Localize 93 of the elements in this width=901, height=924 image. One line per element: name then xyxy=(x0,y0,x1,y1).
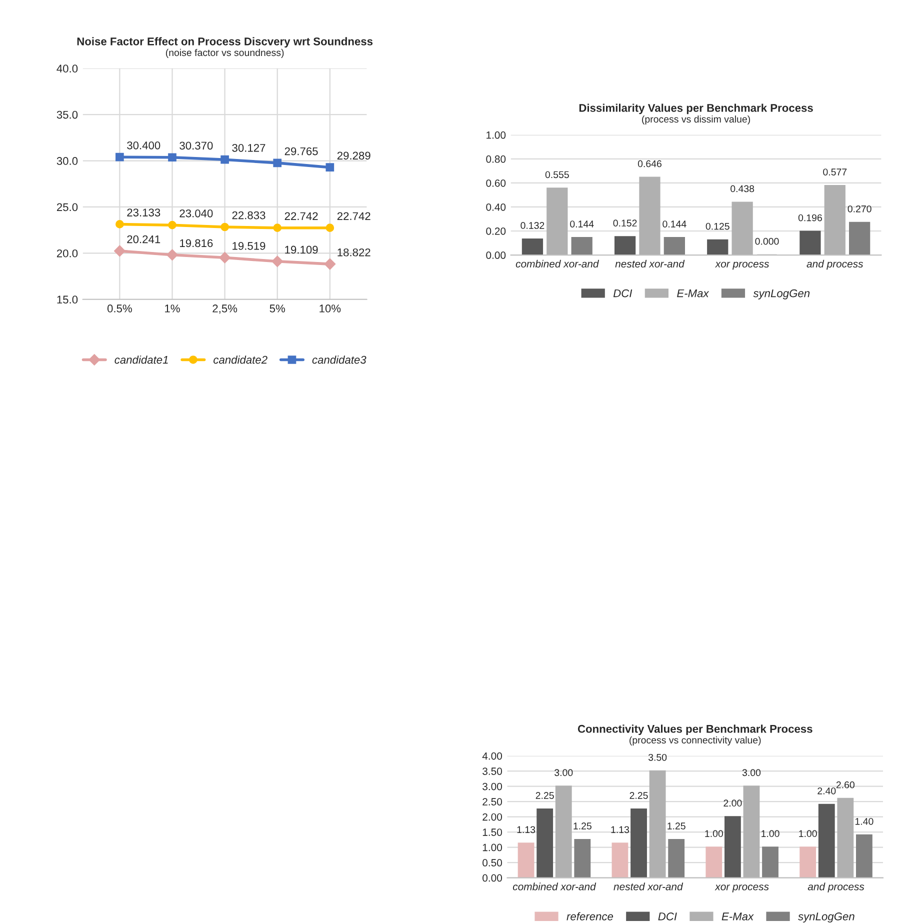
data-label: 1.00 xyxy=(762,830,780,838)
data-label: 1.25 xyxy=(574,822,592,830)
data-label: 0.270 xyxy=(848,205,872,212)
x-tick-label: 10% xyxy=(320,304,341,312)
data-label: 29.765 xyxy=(284,147,318,156)
y-tick-label: 1.00 xyxy=(486,131,506,139)
data-label: 0.555 xyxy=(545,171,569,178)
legend-label: candidate2 xyxy=(214,356,268,364)
legend-label: DCI xyxy=(658,912,677,920)
data-label: 29.289 xyxy=(337,152,370,160)
y-tick-label: 3.00 xyxy=(482,782,502,790)
y-tick-label: 0.00 xyxy=(482,874,502,882)
data-label: 0.438 xyxy=(730,185,754,192)
data-label: 3.00 xyxy=(742,769,761,776)
legend-label: DCI xyxy=(613,289,632,298)
chart-subtitle: (process vs dissim value) xyxy=(642,115,750,125)
data-label: 1.25 xyxy=(668,822,686,830)
data-label: 0.144 xyxy=(570,220,594,228)
x-tick-label: 2,5% xyxy=(212,304,238,314)
y-tick-label: 1.00 xyxy=(482,844,502,852)
chart-title: Connectivity Values per Benchmark Process xyxy=(578,724,812,735)
data-label: 2.25 xyxy=(536,792,554,799)
data-label: 19.109 xyxy=(285,246,318,254)
data-label: 0.152 xyxy=(613,220,637,227)
data-label: 19.816 xyxy=(180,239,213,248)
chart-subtitle: (process vs connectivity value) xyxy=(630,736,761,746)
y-tick-label: 35.0 xyxy=(56,110,78,119)
y-tick-label: 0.80 xyxy=(486,155,506,163)
y-tick-label: 0.20 xyxy=(486,228,506,235)
y-tick-label: 1.50 xyxy=(482,828,502,836)
data-label: 2.60 xyxy=(836,781,854,788)
data-label: 30.400 xyxy=(127,141,160,150)
y-tick-label: 2.00 xyxy=(482,813,502,821)
legend-label: synLogGen xyxy=(798,912,854,923)
y-tick-label: 30.0 xyxy=(56,157,78,165)
y-tick-label: 15.0 xyxy=(57,296,78,304)
data-label: 1.00 xyxy=(799,830,817,838)
x-tick-label: nested xor-and xyxy=(615,260,685,268)
data-label: 30.370 xyxy=(180,142,213,150)
chart-title: Dissimilarity Values per Benchmark Process xyxy=(579,104,813,114)
data-label: 0.144 xyxy=(662,220,686,228)
data-label: 0.000 xyxy=(755,238,779,245)
x-tick-label: combined xor-and xyxy=(516,260,600,268)
legend-label: synLogGen xyxy=(753,289,810,300)
y-tick-label: 2.50 xyxy=(482,798,502,806)
x-tick-label: nested xor-and xyxy=(614,882,684,890)
y-tick-label: 3.50 xyxy=(482,768,502,775)
y-tick-label: 0.00 xyxy=(486,252,506,259)
data-label: 0.196 xyxy=(798,214,822,222)
data-label: 3.50 xyxy=(648,754,667,761)
x-tick-label: and process xyxy=(806,260,864,270)
y-tick-label: 0.40 xyxy=(486,203,506,211)
data-label: 20.241 xyxy=(127,235,160,244)
data-label: 2.25 xyxy=(630,792,648,799)
data-label: 1.40 xyxy=(855,818,874,825)
x-tick-label: 5% xyxy=(270,304,285,312)
legend-label: E-Max xyxy=(722,912,754,920)
y-tick-label: 0.50 xyxy=(482,859,502,866)
data-label: 1.13 xyxy=(611,826,630,834)
chart-title: Noise Factor Effect on Process Discvery wrt Soundness xyxy=(77,37,373,48)
data-label: 0.132 xyxy=(520,222,544,229)
legend-label: reference xyxy=(566,912,614,920)
y-tick-label: 25.0 xyxy=(56,203,78,212)
x-tick-label: xor process xyxy=(714,262,770,270)
y-tick-label: 20.0 xyxy=(56,249,78,258)
data-label: 22.742 xyxy=(337,212,370,220)
data-label: 30.127 xyxy=(232,144,266,152)
data-label: 2.00 xyxy=(724,800,742,807)
x-tick-label: 1% xyxy=(165,304,180,312)
data-label: 3.00 xyxy=(554,769,573,776)
data-label: 22.833 xyxy=(232,211,266,220)
x-tick-label: xor process xyxy=(714,884,769,892)
data-label: 2.40 xyxy=(818,787,836,794)
x-tick-label: and process xyxy=(808,882,864,892)
data-label: 0.577 xyxy=(823,168,847,176)
data-label: 23.133 xyxy=(127,208,160,216)
data-label: 18.822 xyxy=(338,248,370,256)
legend-label: candidate1 xyxy=(114,356,168,364)
data-label: 22.742 xyxy=(284,212,318,220)
data-label: 23.040 xyxy=(180,209,213,218)
data-label: 0.646 xyxy=(638,160,662,168)
data-label: 1.13 xyxy=(517,826,536,834)
y-tick-label: 40.0 xyxy=(56,64,78,73)
y-tick-label: 4.00 xyxy=(482,752,502,760)
x-tick-label: combined xor-and xyxy=(512,882,596,890)
data-label: 1.00 xyxy=(705,830,723,838)
chart-subtitle: (noise factor vs soundness) xyxy=(166,48,284,58)
y-tick-label: 0.60 xyxy=(486,179,506,187)
legend-label: E-Max xyxy=(677,289,710,298)
legend-label: candidate3 xyxy=(312,356,366,364)
data-label: 19.519 xyxy=(232,242,266,250)
data-label: 0.125 xyxy=(706,222,730,230)
x-tick-label: 0.5% xyxy=(107,304,132,312)
